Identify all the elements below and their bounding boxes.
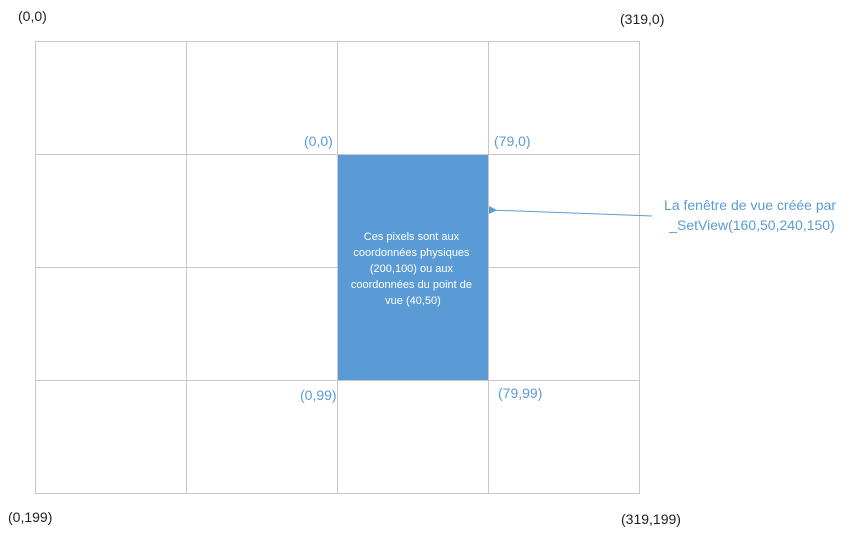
view-corner-bottom-right: (79,99) [498,385,542,401]
view-corner-top-left: (0,0) [304,133,333,149]
physical-corner-top-right: (319,0) [620,11,664,27]
physical-corner-bottom-right: (319,199) [621,511,681,527]
view-corner-bottom-left: (0,99) [300,387,337,403]
physical-corner-bottom-left: (0,199) [8,509,52,525]
callout-label: La fenêtre de vue créée par _SetView(160… [664,197,840,233]
view-corner-top-right: (79,0) [494,133,531,149]
callout-arrow [488,205,653,217]
physical-corner-top-left: (0,0) [18,8,47,24]
viewport-area [338,155,488,380]
viewport-description: Ces pixels sont aux coordonnées physique… [351,231,475,307]
